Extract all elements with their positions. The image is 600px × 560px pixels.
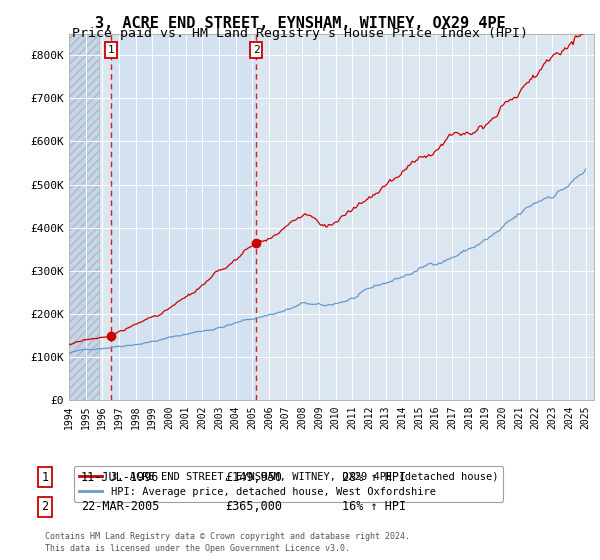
Bar [69, 34, 99, 400]
Text: 22-MAR-2005: 22-MAR-2005 [81, 500, 160, 514]
Text: 28% ↑ HPI: 28% ↑ HPI [342, 470, 406, 484]
Text: 1: 1 [41, 470, 49, 484]
Text: 3, ACRE END STREET, EYNSHAM, WITNEY, OX29 4PE: 3, ACRE END STREET, EYNSHAM, WITNEY, OX2… [95, 16, 505, 31]
Text: 2: 2 [253, 45, 259, 55]
Text: Contains HM Land Registry data © Crown copyright and database right 2024.
This d: Contains HM Land Registry data © Crown c… [45, 533, 410, 553]
Text: 1: 1 [108, 45, 115, 55]
Text: 11-JUL-1996: 11-JUL-1996 [81, 470, 160, 484]
Text: Price paid vs. HM Land Registry's House Price Index (HPI): Price paid vs. HM Land Registry's House … [72, 27, 528, 40]
Text: £365,000: £365,000 [225, 500, 282, 514]
Legend: 3, ACRE END STREET, EYNSHAM, WITNEY, OX29 4PE (detached house), HPI: Average pri: 3, ACRE END STREET, EYNSHAM, WITNEY, OX2… [74, 466, 503, 502]
Bar [111, 34, 256, 400]
Text: 2: 2 [41, 500, 49, 514]
Text: £149,950: £149,950 [225, 470, 282, 484]
Text: 16% ↑ HPI: 16% ↑ HPI [342, 500, 406, 514]
